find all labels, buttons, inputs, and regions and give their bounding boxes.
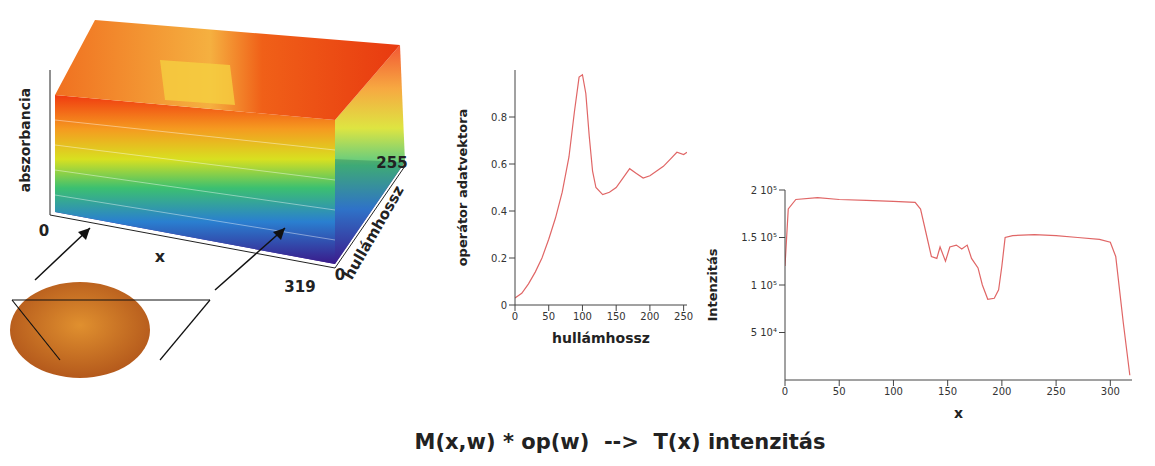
svg-text:200: 200 — [992, 386, 1011, 397]
svg-text:250: 250 — [1047, 386, 1066, 397]
svg-text:50: 50 — [542, 311, 555, 322]
svg-text:1.5 10⁵: 1.5 10⁵ — [741, 232, 777, 243]
html-text:M(x,w) * op(w) --> T(x) intenz: M(x,w) * op(w) --> T(x) intenzitás — [414, 430, 826, 454]
svg-text:150: 150 — [938, 386, 957, 397]
svg-text:300: 300 — [1101, 386, 1120, 397]
svg-text:1 10⁵: 1 10⁵ — [751, 280, 777, 291]
svg-text:255: 255 — [376, 154, 407, 172]
svg-text:319: 319 — [284, 278, 315, 296]
svg-text:0.6: 0.6 — [491, 159, 507, 170]
svg-text:150: 150 — [607, 311, 626, 322]
svg-text:Intenzitás: Intenzitás — [705, 248, 720, 321]
svg-text:0.2: 0.2 — [491, 253, 507, 264]
svg-text:0: 0 — [39, 222, 49, 240]
svg-text:200: 200 — [640, 311, 659, 322]
svg-text:x: x — [954, 405, 963, 421]
svg-text:x: x — [155, 247, 166, 266]
svg-text:hullámhossz: hullámhossz — [340, 182, 408, 282]
svg-text:5 10⁴: 5 10⁴ — [751, 327, 777, 338]
svg-text:abszorbancia: abszorbancia — [17, 88, 33, 192]
svg-text:100: 100 — [884, 386, 903, 397]
svg-text:0: 0 — [512, 311, 518, 322]
svg-text:0.8: 0.8 — [491, 112, 507, 123]
svg-text:0.4: 0.4 — [491, 206, 507, 217]
svg-text:0: 0 — [782, 386, 788, 397]
svg-text:operátor adatvektora: operátor adatvektora — [455, 109, 470, 267]
svg-text:250: 250 — [674, 311, 693, 322]
svg-text:100: 100 — [573, 311, 592, 322]
svg-text:2 10⁵: 2 10⁵ — [751, 185, 777, 196]
svg-text:hullámhossz: hullámhossz — [552, 330, 650, 346]
svg-text:50: 50 — [833, 386, 846, 397]
svg-text:0: 0 — [501, 300, 507, 311]
svg-text:0: 0 — [334, 266, 346, 284]
